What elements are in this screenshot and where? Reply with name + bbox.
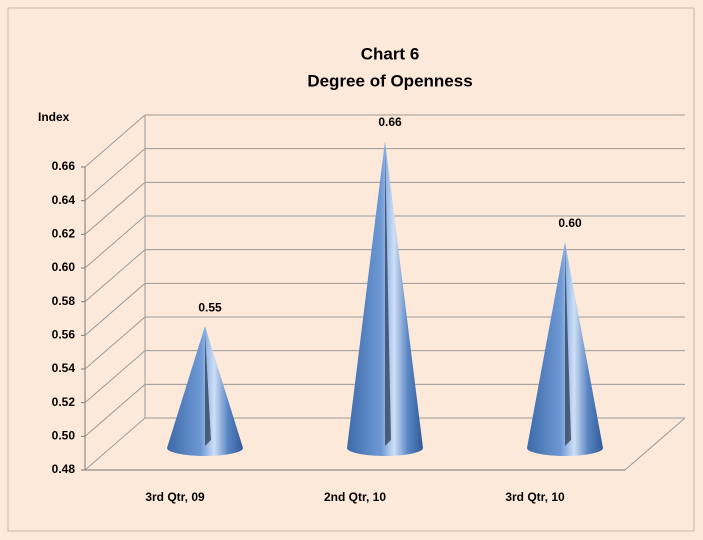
grid-line-side xyxy=(84,383,146,437)
y-tick-label: 0.56 xyxy=(52,328,76,342)
x-tick-label: 3rd Qtr, 10 xyxy=(505,490,565,504)
chart-border xyxy=(7,7,695,532)
cone xyxy=(347,141,423,456)
cone-shade xyxy=(385,147,391,446)
data-label: 0.66 xyxy=(378,115,402,129)
grid-line-side xyxy=(84,282,146,336)
x-tick-label: 2nd Qtr, 10 xyxy=(324,490,386,504)
y-tick-label: 0.62 xyxy=(52,227,76,241)
cone-shade xyxy=(205,332,211,446)
y-tick-label: 0.54 xyxy=(52,361,76,375)
grid-line-side xyxy=(84,114,146,168)
data-label: 0.55 xyxy=(198,300,222,314)
y-tick-label: 0.52 xyxy=(52,395,76,409)
floor-edge xyxy=(624,417,686,471)
grid-line-side xyxy=(84,417,146,471)
grid-line-side xyxy=(84,249,146,303)
x-tick-label: 3rd Qtr, 09 xyxy=(145,490,205,504)
grid-line-side xyxy=(84,350,146,404)
grid-line-side xyxy=(84,181,146,235)
cone xyxy=(167,326,243,456)
cone xyxy=(527,242,603,456)
grid-line-side xyxy=(84,316,146,370)
chart-subtitle: Degree of Openness xyxy=(307,71,472,90)
y-tick-label: 0.64 xyxy=(52,193,76,207)
grid-line-side xyxy=(84,215,146,269)
grid-line-side xyxy=(84,148,146,202)
y-tick-label: 0.60 xyxy=(52,260,76,274)
cone-shade xyxy=(565,248,571,446)
data-label: 0.60 xyxy=(558,216,582,230)
y-tick-label: 0.58 xyxy=(52,294,76,308)
chart-title: Chart 6 xyxy=(361,44,420,63)
y-tick-label: 0.50 xyxy=(52,429,76,443)
y-tick-label: 0.66 xyxy=(52,159,76,173)
y-tick-label: 0.48 xyxy=(52,462,76,476)
y-axis-label: Index xyxy=(38,110,70,124)
